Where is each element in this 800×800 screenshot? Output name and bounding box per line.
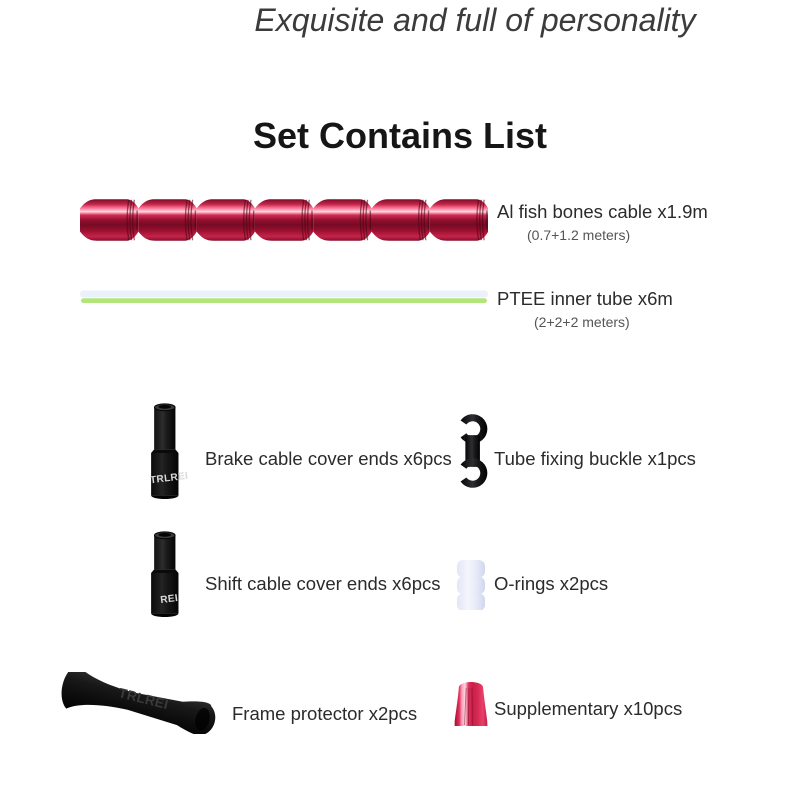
svg-text:REI: REI (160, 593, 179, 606)
